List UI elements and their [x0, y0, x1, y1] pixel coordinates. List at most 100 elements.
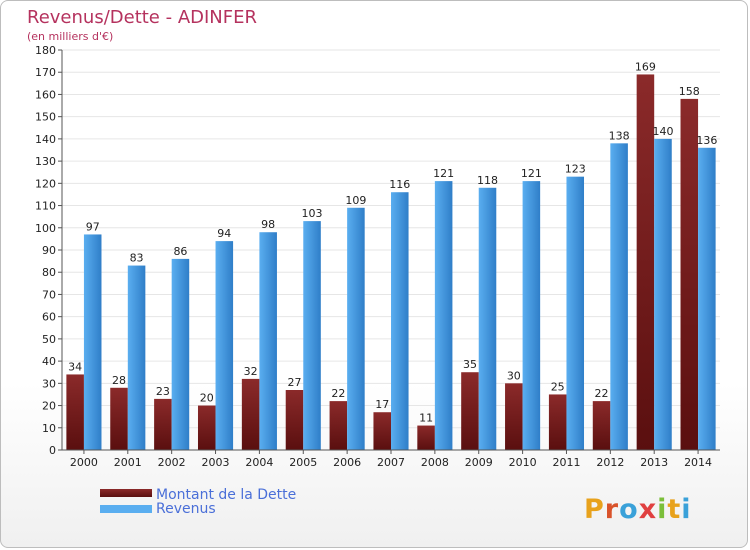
bar-revenus-2011	[566, 176, 585, 450]
data-label-dette-2001: 28	[112, 374, 126, 387]
x-tick-label: 2013	[640, 456, 668, 469]
data-label-dette-2011: 25	[551, 380, 565, 393]
bar-revenus-2004	[259, 232, 277, 450]
data-label-dette-2012: 22	[595, 387, 609, 400]
bars	[66, 74, 716, 451]
x-tick-label: 2004	[245, 456, 273, 469]
data-label-revenus-2007: 116	[389, 178, 410, 191]
bar-dette-2008	[417, 425, 435, 450]
data-label-dette-2002: 23	[156, 385, 170, 398]
bar-dette-2006	[329, 401, 348, 450]
proxiti-logo: Proxiti	[584, 494, 692, 525]
bar-revenus-2014	[698, 147, 716, 450]
x-tick-label: 2007	[377, 456, 405, 469]
data-label-dette-2009: 35	[463, 358, 477, 371]
legend-label-dette: Montant de la Dette	[156, 487, 296, 503]
bar-dette-2003	[197, 405, 216, 450]
bar-dette-2011	[548, 394, 567, 450]
x-tick-label: 2003	[202, 456, 230, 469]
data-label-revenus-2000: 97	[86, 220, 100, 233]
data-label-dette-2013: 169	[635, 60, 656, 73]
legend-label-revenus: Revenus	[156, 501, 216, 517]
bar-dette-2007	[373, 412, 391, 450]
x-tick-label: 2006	[333, 456, 361, 469]
data-label-revenus-2013: 140	[652, 125, 673, 138]
bar-revenus-2008	[434, 181, 453, 450]
x-tick-label: 2002	[158, 456, 186, 469]
y-tick-label: 120	[35, 177, 56, 190]
y-tick-label: 150	[35, 111, 56, 124]
bar-revenus-2007	[391, 192, 409, 450]
bar-dette-2002	[154, 398, 172, 450]
bar-dette-2005	[285, 390, 304, 450]
x-tick-label: 2001	[114, 456, 142, 469]
y-tick-label: 90	[42, 244, 56, 257]
data-label-revenus-2001: 83	[130, 252, 144, 265]
data-label-revenus-2010: 121	[521, 167, 542, 180]
data-label-revenus-2004: 98	[261, 218, 275, 231]
bar-revenus-2012	[610, 143, 628, 451]
y-tick-label: 80	[42, 266, 56, 279]
data-label-dette-2007: 17	[375, 398, 389, 411]
x-tick-label: 2005	[289, 456, 317, 469]
bar-dette-2000	[66, 374, 84, 450]
bar-dette-2001	[110, 387, 128, 450]
bar-revenus-2013	[654, 138, 672, 450]
data-label-dette-2014: 158	[679, 85, 700, 98]
bar-dette-2010	[505, 383, 523, 450]
data-label-dette-2008: 11	[419, 412, 433, 425]
y-tick-label: 130	[35, 155, 56, 168]
data-label-dette-2000: 34	[68, 360, 82, 373]
bar-dette-2013	[636, 74, 655, 450]
y-tick-label: 10	[42, 422, 56, 435]
x-tick-label: 2000	[70, 456, 98, 469]
data-labels: 34 97 28 83 23 86 20 94 32 98 27 103 22 109 17 116 11 121…	[68, 60, 717, 424]
data-label-dette-2005: 27	[287, 376, 301, 389]
data-label-revenus-2008: 121	[433, 167, 454, 180]
bar-revenus-2001	[127, 265, 146, 450]
y-tick-label: 140	[35, 133, 56, 146]
bar-revenus-2010	[522, 181, 541, 450]
y-tick-label: 0	[49, 444, 56, 457]
bar-revenus-2003	[215, 241, 234, 450]
y-tick-label: 110	[35, 200, 56, 213]
y-tick-label: 30	[42, 377, 56, 390]
bar-revenus-2002	[171, 258, 190, 450]
y-tick-label: 70	[42, 288, 56, 301]
y-axis-ticks: 0 10 20 30 40 50 60 70 80 90 100 110 120 130 140 150 160…	[35, 44, 62, 457]
x-tick-label: 2014	[684, 456, 712, 469]
y-tick-label: 170	[35, 66, 56, 79]
legend: Montant de la Dette Revenus	[100, 487, 296, 517]
data-label-revenus-2006: 109	[345, 194, 366, 207]
y-tick-label: 60	[42, 311, 56, 324]
bar-dette-2009	[461, 372, 479, 450]
data-label-revenus-2011: 123	[565, 163, 586, 176]
data-label-revenus-2012: 138	[609, 129, 630, 142]
bar-dette-2004	[241, 378, 260, 450]
data-label-revenus-2009: 118	[477, 174, 498, 187]
x-tick-label: 2011	[552, 456, 580, 469]
y-tick-label: 50	[42, 333, 56, 346]
data-label-dette-2004: 32	[244, 365, 258, 378]
data-label-dette-2006: 22	[331, 387, 345, 400]
x-tick-label: 2010	[509, 456, 537, 469]
y-tick-label: 160	[35, 88, 56, 101]
data-label-revenus-2014: 136	[696, 134, 717, 147]
x-tick-label: 2012	[596, 456, 624, 469]
logo-text: Proxiti	[584, 494, 692, 525]
x-axis-ticks: 2000 2001 2002 2003 2004 2005 2006 2007 2008 2009…	[70, 450, 712, 469]
chart-title: Revenus/Dette - ADINFER	[27, 7, 257, 28]
bar-revenus-2005	[303, 221, 321, 450]
y-tick-label: 100	[35, 222, 56, 235]
bar-dette-2012	[592, 401, 611, 450]
legend-swatch-revenus	[100, 505, 152, 513]
bar-revenus-2009	[478, 187, 497, 450]
x-tick-label: 2009	[465, 456, 493, 469]
y-tick-label: 40	[42, 355, 56, 368]
x-tick-label: 2008	[421, 456, 449, 469]
legend-swatch-dette	[100, 489, 152, 497]
data-label-revenus-2005: 103	[302, 207, 323, 220]
data-label-revenus-2002: 86	[173, 245, 187, 258]
bar-dette-2014	[680, 98, 699, 450]
